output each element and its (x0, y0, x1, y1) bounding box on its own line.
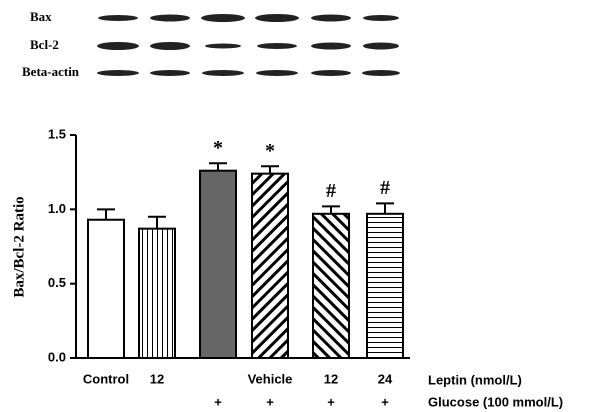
glucose-mark: + (381, 394, 389, 409)
bar (313, 214, 349, 358)
x-tick-label: Control (83, 371, 129, 386)
significance-mark: # (326, 180, 336, 202)
y-tick-label: 1.5 (48, 126, 66, 141)
bar (88, 220, 124, 358)
significance-mark: * (213, 137, 223, 159)
western-blot: Bax Bcl-2 Beta-actin (22, 9, 400, 79)
figure: Bax Bcl-2 Beta-actin Bax/Bcl-2 Ratio Lep… (0, 0, 611, 412)
glucose-mark: + (266, 394, 274, 409)
y-tick-label: 0.0 (48, 349, 66, 364)
y-axis-label: Bax/Bcl-2 Ratio (11, 196, 27, 297)
row-label: Glucose (100 mmol/L) (428, 394, 563, 409)
x-tick-label: 24 (378, 371, 393, 386)
x-tick-label: 12 (150, 371, 164, 386)
bar (200, 171, 236, 358)
blot-label: Beta-actin (22, 64, 80, 79)
row-label: Leptin (nmol/L) (428, 372, 522, 387)
bar (367, 214, 403, 358)
glucose-mark: + (327, 394, 335, 409)
bar (252, 174, 288, 358)
blot-label: Bcl-2 (30, 37, 59, 52)
y-tick-label: 1.0 (48, 201, 66, 216)
significance-mark: * (265, 140, 275, 162)
x-tick-label: 12 (324, 371, 338, 386)
glucose-mark: + (214, 394, 222, 409)
y-tick-label: 0.5 (48, 275, 66, 290)
significance-mark: # (380, 177, 390, 199)
blot-bands (97, 14, 400, 76)
bar (139, 229, 175, 358)
blot-label: Bax (30, 9, 52, 24)
x-tick-label: Vehicle (248, 371, 293, 386)
